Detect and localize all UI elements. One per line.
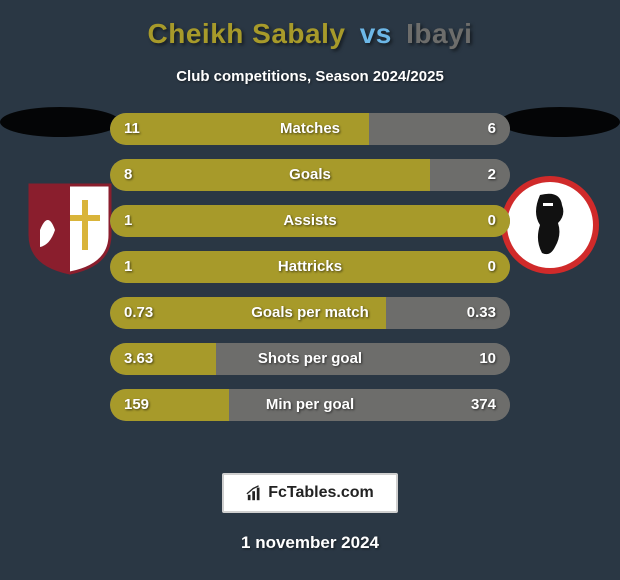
stat-row: 10Assists [110, 205, 510, 237]
date-text: 1 november 2024 [0, 533, 620, 553]
left-shadow-ellipse [0, 107, 120, 137]
fctables-logo: FcTables.com [222, 473, 398, 513]
chart-icon [246, 484, 264, 502]
comparison-card: Cheikh Sabaly vs Ibayi Club competitions… [0, 0, 620, 580]
right-shadow-ellipse [500, 107, 620, 137]
team2-logo [500, 175, 600, 275]
title: Cheikh Sabaly vs Ibayi [0, 18, 620, 50]
stat-label: Hattricks [110, 251, 510, 283]
stat-label: Matches [110, 113, 510, 145]
stat-row: 0.730.33Goals per match [110, 297, 510, 329]
stat-label: Assists [110, 205, 510, 237]
stat-bars: 116Matches 82Goals 10Assists 10Hattricks 0.7… [110, 113, 510, 435]
stat-row: 82Goals [110, 159, 510, 191]
ajaccio-circle-icon [500, 175, 600, 275]
stat-label: Min per goal [110, 389, 510, 421]
vs-text: vs [360, 18, 392, 49]
player1-name: Cheikh Sabaly [148, 18, 346, 49]
stat-row: 159374Min per goal [110, 389, 510, 421]
stat-label: Goals [110, 159, 510, 191]
metz-shield-icon [20, 175, 120, 275]
team1-logo [20, 175, 120, 275]
stat-label: Goals per match [110, 297, 510, 329]
stats-area: 116Matches 82Goals 10Assists 10Hattricks 0.7… [0, 113, 620, 453]
player2-name: Ibayi [406, 18, 472, 49]
stat-label: Shots per goal [110, 343, 510, 375]
stat-row: 3.6310Shots per goal [110, 343, 510, 375]
subtitle: Club competitions, Season 2024/2025 [0, 68, 620, 85]
fctables-text: FcTables.com [268, 484, 374, 502]
stat-row: 10Hattricks [110, 251, 510, 283]
stat-row: 116Matches [110, 113, 510, 145]
